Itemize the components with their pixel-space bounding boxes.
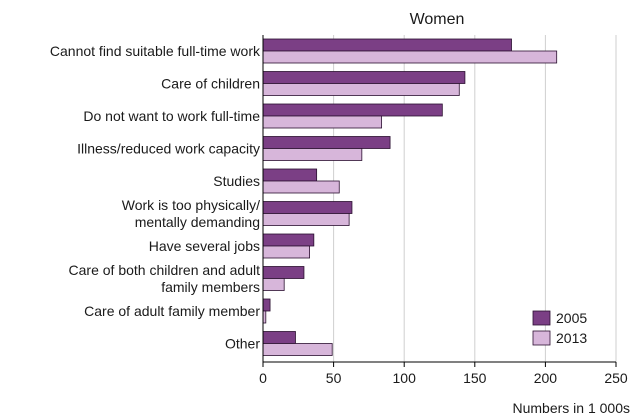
x-tick-label: 150 <box>463 370 487 386</box>
bar-2005-7 <box>262 266 305 279</box>
category-label: Studies <box>213 173 260 189</box>
category-label: Illness/reduced work capacity <box>77 141 260 157</box>
bar-2013-4 <box>262 180 340 194</box>
chart-title: Women <box>410 11 465 28</box>
legend-label-2013: 2013 <box>556 330 587 346</box>
category-label: family members <box>161 279 260 295</box>
bar-2005-0 <box>262 38 512 52</box>
bar-2013-2 <box>262 115 383 129</box>
bar-2013-5 <box>262 213 350 226</box>
bar-2005-3 <box>262 136 391 149</box>
bar-2013-3 <box>262 148 363 161</box>
category-label: mentally demanding <box>135 214 260 230</box>
legend: 2005 2013 <box>532 310 587 346</box>
bar-2013-7 <box>262 278 285 291</box>
bar-2005-5 <box>262 201 353 214</box>
x-tick-label: 250 <box>604 370 628 386</box>
category-label: Work is too physically/ <box>122 197 260 213</box>
bars <box>262 38 558 356</box>
bar-2005-8 <box>262 298 271 312</box>
legend-swatch-2013 <box>532 330 551 346</box>
x-tick-label: 0 <box>259 370 267 386</box>
category-label: Care of children <box>161 76 260 92</box>
bar-2005-2 <box>262 103 443 117</box>
bar-2013-0 <box>262 50 558 64</box>
category-label: Have several jobs <box>149 238 260 254</box>
category-label: Other <box>225 336 260 352</box>
x-tick-label: 50 <box>326 370 342 386</box>
bar-2013-9 <box>262 343 333 356</box>
legend-label-2005: 2005 <box>556 310 587 326</box>
x-tick-label: 100 <box>393 370 417 386</box>
x-tick-label: 200 <box>534 370 558 386</box>
bar-2005-9 <box>262 331 296 344</box>
category-labels: Cannot find suitable full-time work Care … <box>50 43 261 352</box>
category-label: Cannot find suitable full-time work <box>50 43 261 59</box>
legend-swatch-2005 <box>532 310 551 326</box>
bar-2005-4 <box>262 168 318 182</box>
x-axis-ticks: 0 50 100 150 200 250 <box>259 362 628 386</box>
bar-2013-1 <box>262 83 460 96</box>
bar-2013-6 <box>262 245 310 259</box>
x-axis-label: Numbers in 1 000s <box>512 400 630 416</box>
bar-2005-6 <box>262 233 315 247</box>
category-label: Do not want to work full-time <box>83 108 260 124</box>
category-label: Care of adult family member <box>84 303 260 319</box>
bar-2005-1 <box>262 71 466 84</box>
category-label: Care of both children and adult <box>69 262 261 278</box>
